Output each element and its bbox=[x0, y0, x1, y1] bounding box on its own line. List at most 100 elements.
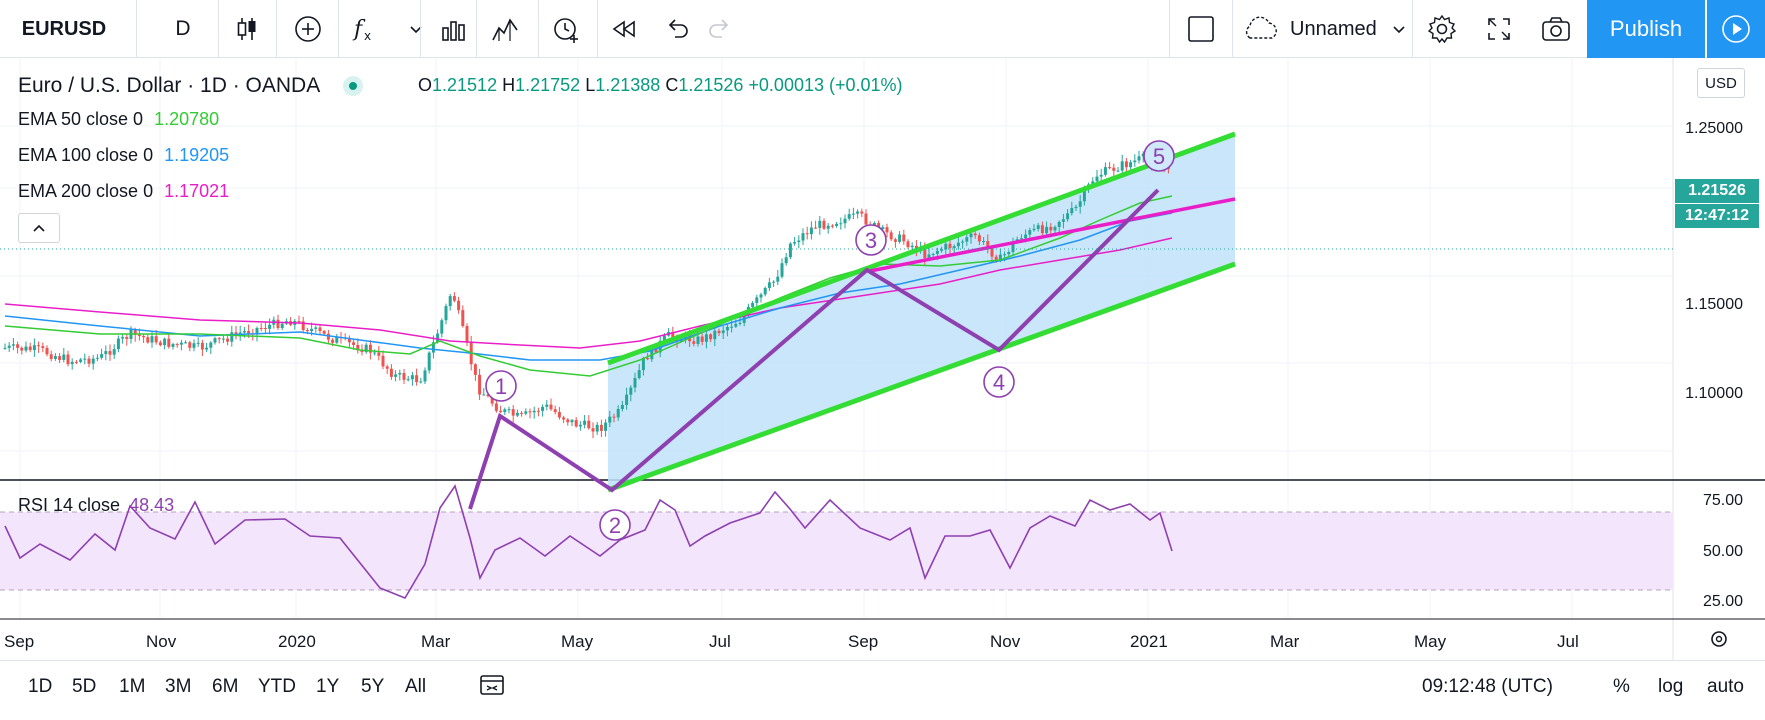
candle-body bbox=[549, 404, 553, 410]
rsi-legend[interactable]: RSI 14 close 48.43 bbox=[18, 495, 174, 516]
candle-body bbox=[53, 356, 57, 359]
range-5d-button[interactable]: 5D bbox=[72, 676, 97, 697]
wave-label-5[interactable]: 5 bbox=[1143, 140, 1175, 172]
candle-body bbox=[536, 410, 540, 412]
candle-body bbox=[104, 351, 108, 355]
wave-label-2[interactable]: 2 bbox=[599, 509, 631, 541]
financials-button[interactable] bbox=[424, 0, 484, 58]
range-3m-button[interactable]: 3M bbox=[165, 676, 192, 697]
elliott-wave-line[interactable] bbox=[468, 188, 1160, 510]
candle-body bbox=[238, 332, 242, 335]
auto-scale-button[interactable]: auto bbox=[1707, 676, 1744, 697]
candle-body bbox=[1099, 174, 1103, 177]
resistance-line[interactable] bbox=[869, 197, 1236, 273]
candle-body bbox=[381, 355, 385, 367]
candle-body bbox=[784, 257, 788, 264]
channel-upper-line[interactable] bbox=[607, 131, 1236, 366]
go-to-date-button[interactable] bbox=[478, 672, 506, 704]
candle-body bbox=[612, 416, 616, 418]
candle-body bbox=[448, 296, 452, 307]
candle-body bbox=[276, 319, 280, 329]
wave-label-4[interactable]: 4 bbox=[983, 366, 1015, 398]
play-button[interactable] bbox=[1707, 0, 1765, 58]
range-1y-button[interactable]: 1Y bbox=[316, 676, 340, 697]
currency-button[interactable]: USD bbox=[1697, 68, 1745, 98]
publish-button[interactable]: Publish bbox=[1587, 0, 1705, 58]
candle-body bbox=[788, 243, 792, 258]
candle-body bbox=[835, 223, 839, 227]
percent-scale-button[interactable]: % bbox=[1613, 676, 1630, 697]
market-status-dot bbox=[342, 76, 363, 97]
channel-lower-line[interactable] bbox=[607, 261, 1236, 493]
top-toolbar: EURUSD D f x bbox=[0, 0, 1765, 58]
templates-button[interactable] bbox=[480, 0, 530, 58]
settings-button[interactable] bbox=[1416, 0, 1468, 58]
time-tick: Jul bbox=[709, 632, 731, 651]
candle-body bbox=[368, 344, 372, 353]
candle-body bbox=[851, 213, 855, 215]
ema-100-legend[interactable]: EMA 100 close 0 1.19205 bbox=[18, 145, 229, 166]
undo-button[interactable] bbox=[655, 0, 699, 58]
range-6m-button[interactable]: 6M bbox=[212, 676, 239, 697]
wave-label-1[interactable]: 1 bbox=[485, 370, 517, 402]
symbol-search-button[interactable]: EURUSD bbox=[0, 0, 128, 58]
candle-body bbox=[566, 419, 570, 423]
candle-body bbox=[641, 357, 645, 371]
candle-body bbox=[1133, 160, 1137, 163]
chart-type-button[interactable] bbox=[222, 0, 272, 58]
compare-button[interactable] bbox=[280, 0, 336, 58]
candle-body bbox=[364, 344, 368, 353]
divider bbox=[1412, 0, 1413, 58]
candle-body bbox=[830, 225, 834, 227]
range-1d-button[interactable]: 1D bbox=[28, 676, 53, 697]
candlestick-series bbox=[3, 147, 1170, 439]
interval-button[interactable]: D bbox=[155, 0, 211, 58]
candle-body bbox=[767, 282, 771, 288]
candle-body bbox=[524, 411, 528, 414]
divider bbox=[420, 0, 421, 58]
snapshot-button[interactable] bbox=[1530, 0, 1582, 58]
range-ytd-button[interactable]: YTD bbox=[258, 676, 296, 697]
price-tick: 1.15000 bbox=[1685, 296, 1743, 313]
candle-body bbox=[394, 374, 398, 377]
save-layout-button[interactable]: Unnamed bbox=[1236, 0, 1416, 58]
time-tick: Nov bbox=[990, 632, 1021, 651]
replay-button[interactable] bbox=[601, 0, 647, 58]
candle-body bbox=[1108, 167, 1112, 169]
candle-body bbox=[948, 243, 952, 249]
utc-clock[interactable]: 09:12:48 (UTC) bbox=[1422, 676, 1553, 697]
ema-200-legend[interactable]: EMA 200 close 0 1.17021 bbox=[18, 181, 229, 202]
ema-200-value: 1.17021 bbox=[164, 181, 230, 201]
range-1m-button[interactable]: 1M bbox=[119, 676, 146, 697]
candle-body bbox=[494, 403, 498, 411]
candle-body bbox=[280, 323, 284, 329]
ema-50-legend[interactable]: EMA 50 close 0 1.20780 bbox=[18, 109, 219, 130]
layout-button[interactable] bbox=[1173, 0, 1229, 58]
candle-body bbox=[3, 347, 7, 349]
log-scale-button[interactable]: log bbox=[1658, 676, 1684, 697]
range-all-button[interactable]: All bbox=[405, 676, 427, 697]
wave-label-3[interactable]: 3 bbox=[855, 224, 887, 256]
candle-body bbox=[578, 424, 582, 427]
candle-body bbox=[305, 330, 309, 332]
fullscreen-button[interactable] bbox=[1473, 0, 1525, 58]
range-5y-button[interactable]: 5Y bbox=[361, 676, 385, 697]
candle-body bbox=[776, 276, 780, 282]
candle-body bbox=[1120, 161, 1124, 171]
redo-button[interactable] bbox=[698, 0, 742, 58]
indicators-button[interactable]: f x bbox=[342, 0, 432, 58]
candle-body bbox=[902, 234, 906, 242]
candle-body bbox=[503, 409, 507, 413]
candle-body bbox=[377, 352, 381, 356]
price-chart[interactable]: 1 2 3 4 5 bbox=[0, 58, 1765, 660]
candle-body bbox=[805, 233, 809, 235]
collapse-legend-button[interactable] bbox=[18, 213, 60, 243]
candle-body bbox=[595, 424, 599, 432]
candle-body bbox=[242, 331, 246, 333]
rsi-label: RSI 14 close bbox=[18, 495, 121, 515]
candle-body bbox=[965, 237, 969, 242]
candle-body bbox=[843, 218, 847, 224]
alert-button[interactable] bbox=[542, 0, 590, 58]
symbol-title[interactable]: Euro / U.S. Dollar · 1D · OANDA bbox=[18, 74, 363, 98]
time-axis-settings-button[interactable] bbox=[1711, 631, 1727, 647]
